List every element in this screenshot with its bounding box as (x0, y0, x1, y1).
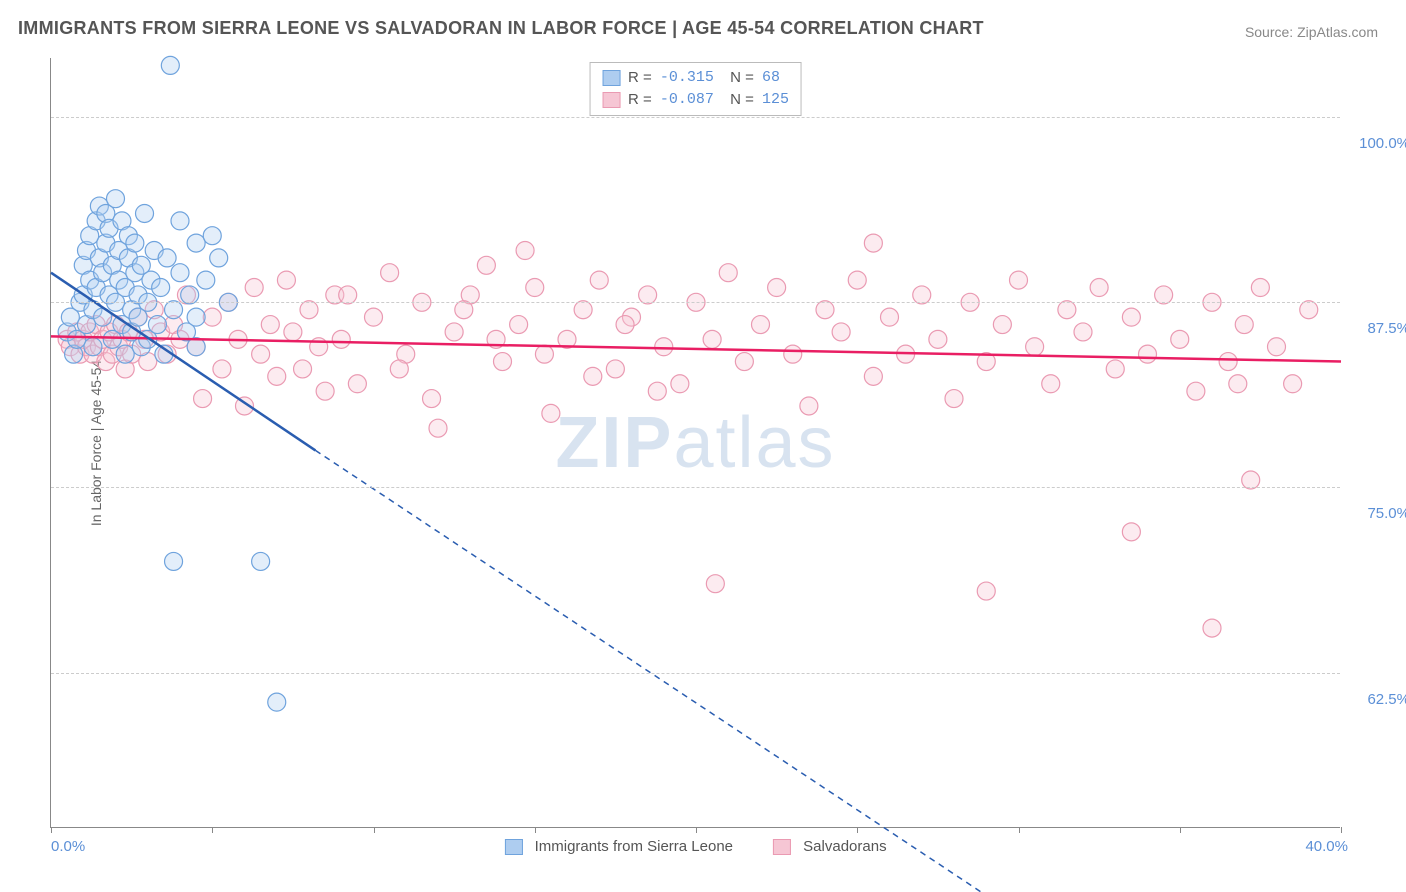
x-min-label: 0.0% (51, 838, 85, 855)
legend-n-label: N = (722, 89, 754, 111)
legend-swatch-bot-2 (773, 839, 791, 855)
legend-swatch-1 (602, 70, 620, 86)
legend-n-1: 68 (762, 67, 780, 89)
scatter-plot (51, 58, 1340, 827)
legend-n-2: 125 (762, 89, 789, 111)
legend-n-label: N = (722, 67, 754, 89)
y-tick-label: 62.5% (1367, 691, 1406, 708)
x-max-label: 40.0% (1305, 838, 1348, 855)
legend-r-2: -0.087 (660, 89, 714, 111)
correlation-legend: R = -0.315 N = 68 R = -0.087 N = 125 (589, 62, 802, 116)
y-tick-label: 100.0% (1359, 135, 1406, 152)
legend-r-1: -0.315 (660, 67, 714, 89)
legend-label-1: Immigrants from Sierra Leone (535, 838, 733, 855)
chart-title: IMMIGRANTS FROM SIERRA LEONE VS SALVADOR… (18, 18, 984, 39)
legend-row-2: R = -0.087 N = 125 (602, 89, 789, 111)
legend-row-1: R = -0.315 N = 68 (602, 67, 789, 89)
legend-item-2: Salvadorans (773, 838, 887, 855)
series-legend: Immigrants from Sierra Leone Salvadorans (504, 838, 886, 855)
y-tick-label: 87.5% (1367, 320, 1406, 337)
legend-swatch-2 (602, 92, 620, 108)
legend-item-1: Immigrants from Sierra Leone (504, 838, 733, 855)
legend-swatch-bot-1 (504, 839, 522, 855)
legend-label-2: Salvadorans (803, 838, 886, 855)
legend-r-label: R = (628, 67, 652, 89)
y-tick-label: 75.0% (1367, 505, 1406, 522)
legend-r-label: R = (628, 89, 652, 111)
source-label: Source: ZipAtlas.com (1245, 24, 1378, 40)
chart-area: In Labor Force | Age 45-54 ZIPatlas R = … (50, 58, 1340, 828)
